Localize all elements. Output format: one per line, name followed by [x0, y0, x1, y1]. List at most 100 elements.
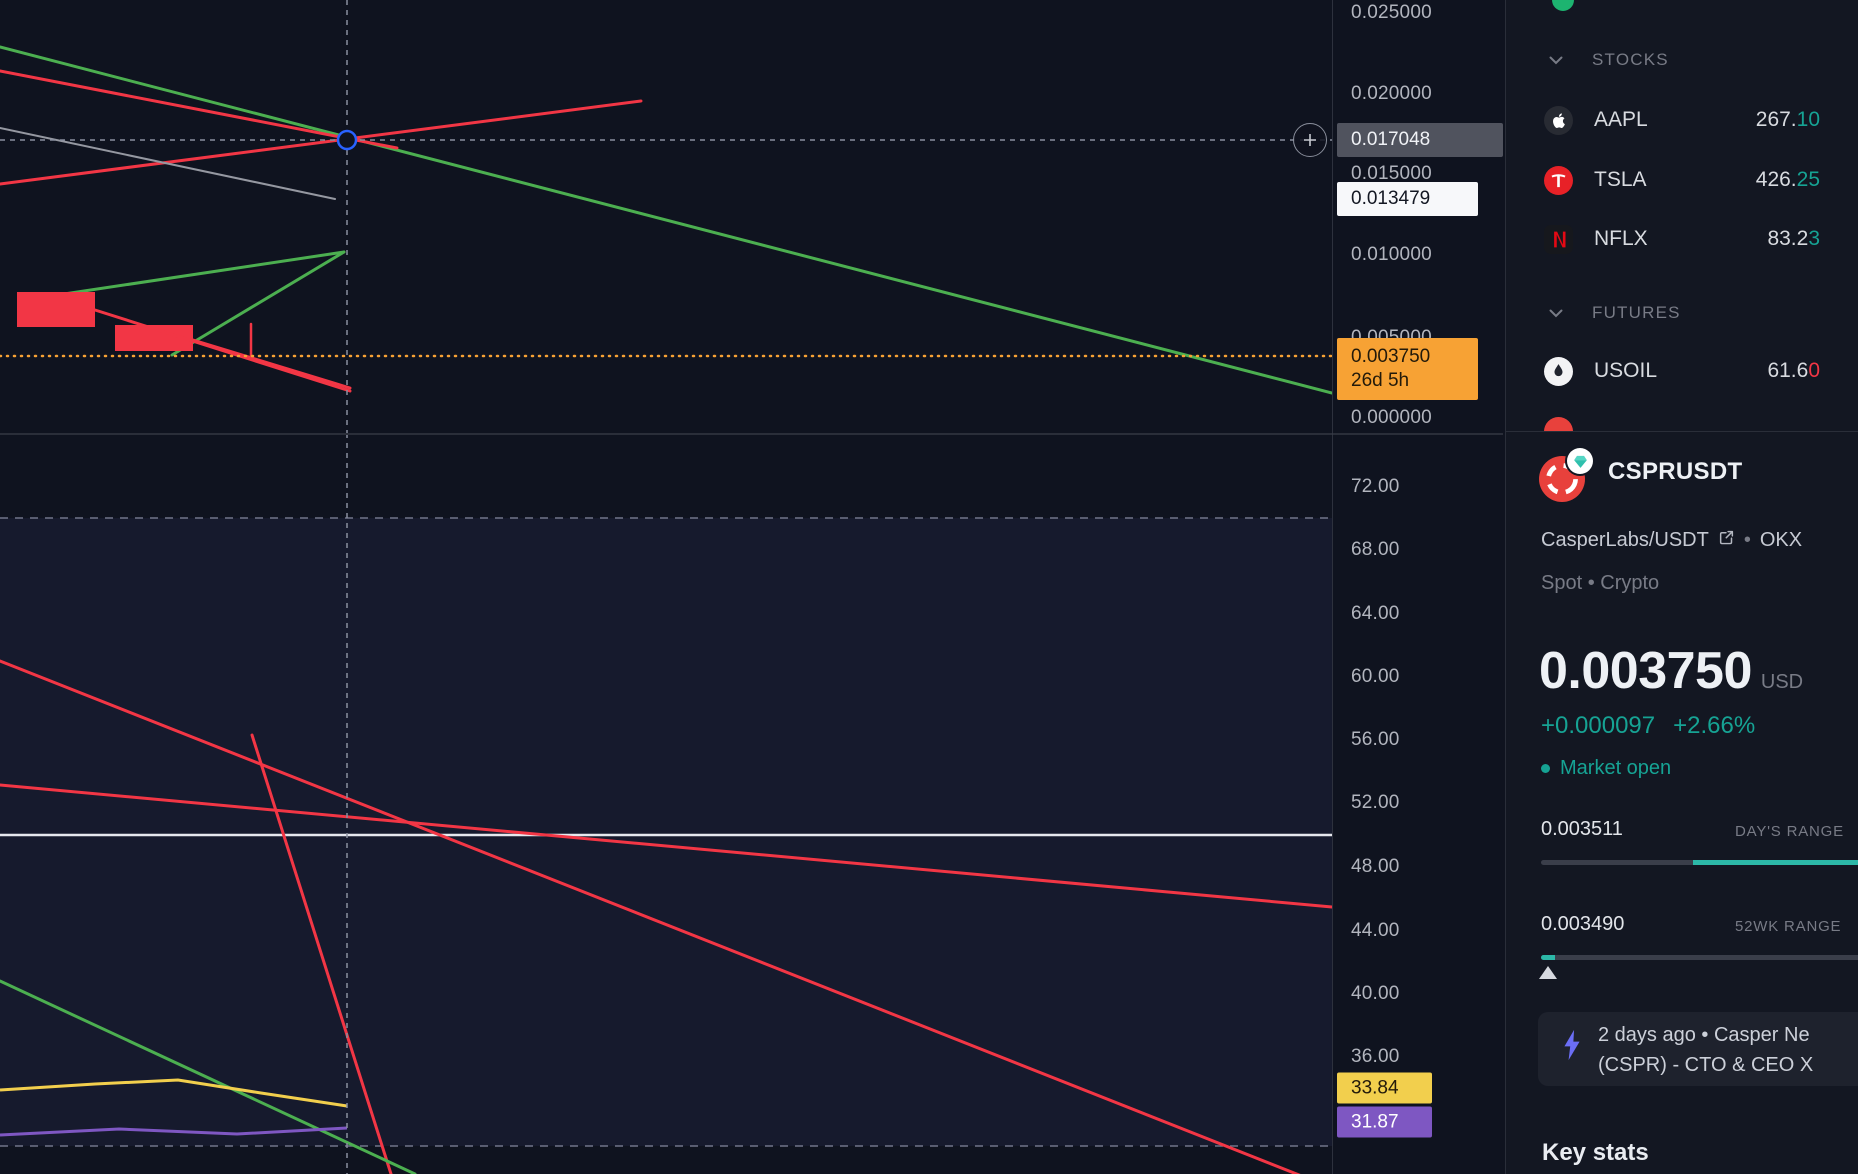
price-tail: 3	[1808, 227, 1820, 250]
level-price-value: 0.013479	[1351, 188, 1431, 209]
panel-left-border	[1505, 0, 1506, 1174]
gem-badge-icon	[1567, 448, 1593, 474]
rsi-line-yellow	[0, 1078, 348, 1108]
axis-tick: 52.00	[1351, 792, 1400, 813]
axis-tick: 64.00	[1351, 603, 1400, 624]
week52-range-label: 52WK RANGE	[1735, 918, 1842, 935]
trendline-red-rising[interactable]	[0, 99, 643, 186]
current-price-label: 0.003750 26d 5h	[1337, 338, 1478, 400]
axis-tick: 40.00	[1351, 983, 1400, 1004]
day-range-bar	[1541, 860, 1858, 865]
price-head: 61.6	[1767, 359, 1809, 382]
aapl-logo-icon	[1544, 105, 1573, 135]
axis-divider	[1332, 0, 1333, 1174]
current-price-value: 0.003750	[1351, 346, 1431, 367]
rsi-band	[0, 518, 1332, 1146]
section-label: STOCKS	[1592, 50, 1669, 69]
partial-next-row	[1506, 417, 1858, 431]
partial-symbol-icon	[1552, 0, 1574, 11]
price-row: 0.003750 USD	[1539, 641, 1803, 701]
cspr-logo	[1539, 448, 1593, 502]
price-tail: 10	[1796, 108, 1820, 131]
pane-separator[interactable]	[0, 433, 1503, 435]
market-open-dot	[1541, 764, 1550, 773]
price-head: 83.2	[1767, 227, 1809, 250]
trendline-red-short[interactable]	[0, 69, 399, 150]
chart-region[interactable]: 0.025000 0.020000 0.015000 0.010000 0.00…	[0, 0, 1505, 1174]
rsi-ma-value: 31.87	[1351, 1111, 1399, 1132]
symbol-description: CasperLabs/USDT	[1541, 529, 1709, 551]
external-link-icon[interactable]	[1718, 529, 1735, 552]
indicator-trendline-red-steep[interactable]	[250, 733, 393, 1174]
axis-tick: 0.025000	[1351, 2, 1432, 23]
symbol-price: 83.23	[1767, 227, 1820, 251]
axis-tick: 56.00	[1351, 729, 1400, 750]
symbol-label: USOIL	[1594, 359, 1658, 382]
bar-countdown: 26d 5h	[1351, 370, 1410, 391]
drawing-red-box-1[interactable]	[17, 292, 95, 327]
trendline-gray[interactable]	[0, 127, 336, 200]
separator-dot: •	[1743, 529, 1751, 551]
currency-label: USD	[1760, 671, 1804, 693]
usoil-logo-icon	[1544, 356, 1573, 386]
day-range-fill	[1693, 860, 1858, 865]
indicator-pane-canvas[interactable]	[0, 433, 1332, 1174]
key-stats-heading: Key stats	[1542, 1139, 1649, 1166]
chevron-down-icon[interactable]	[1549, 309, 1563, 318]
rsi-value: 33.84	[1351, 1077, 1399, 1098]
watchlist-row-usoil[interactable]: USOIL 61.60	[1506, 342, 1858, 400]
news-flash-icon	[1561, 1028, 1583, 1067]
rsi-ma-value-label: 31.87	[1337, 1106, 1432, 1138]
chevron-down-icon[interactable]	[1549, 56, 1563, 65]
trendline-green-long[interactable]	[0, 45, 1332, 395]
trendline-green-a[interactable]	[170, 250, 346, 357]
axis-tick: 68.00	[1351, 539, 1400, 560]
panel-divider	[1506, 431, 1858, 432]
watchlist-section-futures[interactable]: FUTURES	[1506, 299, 1858, 327]
nflx-logo-icon	[1544, 224, 1573, 254]
price-pane-canvas[interactable]	[0, 0, 1332, 433]
price-head: 267.	[1755, 108, 1797, 131]
indicator-trendline-green[interactable]	[0, 979, 417, 1174]
indicator-trendline-red-1[interactable]	[0, 659, 1332, 1174]
week52-range-fill	[1541, 955, 1555, 960]
axis-tick: 72.00	[1351, 476, 1400, 497]
symbol-price: 267.10	[1756, 108, 1820, 132]
price-tail: 25	[1796, 168, 1820, 191]
crosshair-price-value: 0.017048	[1351, 129, 1431, 150]
market-type-line: Spot • Crypto	[1541, 572, 1660, 594]
watchlist-row-nflx[interactable]: NFLX 83.23	[1506, 210, 1858, 268]
axis-tick: 48.00	[1351, 856, 1400, 877]
price-head: 426.	[1755, 168, 1797, 191]
price-axis[interactable]: 0.025000 0.020000 0.015000 0.010000 0.00…	[1332, 0, 1503, 1174]
axis-tick: 60.00	[1351, 666, 1400, 687]
tsla-logo-icon	[1544, 165, 1573, 195]
symbol-price: 61.60	[1767, 359, 1820, 383]
add-alert-button[interactable]	[1293, 123, 1327, 157]
indicator-trendline-red-2[interactable]	[0, 783, 1332, 909]
axis-tick: 44.00	[1351, 920, 1400, 941]
news-card[interactable]: 2 days ago • Casper Ne (CSPR) - CTO & CE…	[1538, 1012, 1858, 1086]
change-absolute: +0.000097	[1541, 712, 1656, 739]
trendline-red-box-b[interactable]	[191, 338, 352, 390]
watchlist-row-aapl[interactable]: AAPL 267.10	[1506, 91, 1858, 149]
symbol-price: 426.25	[1756, 168, 1820, 192]
section-label: FUTURES	[1592, 303, 1681, 322]
symbol-ticker: CSPRUSDT	[1608, 458, 1743, 485]
watchlist-section-stocks[interactable]: STOCKS	[1506, 46, 1858, 74]
axis-tick: 0.010000	[1351, 244, 1432, 265]
watchlist-row-tsla[interactable]: TSLA 426.25	[1506, 151, 1858, 209]
partial-symbol-icon	[1544, 417, 1573, 431]
crosshair-price-label: 0.017048	[1337, 123, 1503, 157]
level-price-label: 0.013479	[1337, 182, 1478, 216]
rsi-value-label: 33.84	[1337, 1072, 1432, 1104]
market-status-label: Market open	[1560, 757, 1672, 779]
day-low-value: 0.003511	[1541, 818, 1623, 840]
watchlist-panel: STOCKS AAPL 267.10 TSLA 426.25 NFLX 83.2…	[1506, 0, 1858, 1174]
last-price: 0.003750	[1539, 642, 1752, 700]
news-line-2: (CSPR) - CTO & CEO X	[1598, 1054, 1814, 1076]
crosshair-marker	[336, 129, 358, 151]
axis-tick: 36.00	[1351, 1046, 1400, 1067]
price-change-row: +0.000097 +2.66%	[1541, 712, 1755, 740]
